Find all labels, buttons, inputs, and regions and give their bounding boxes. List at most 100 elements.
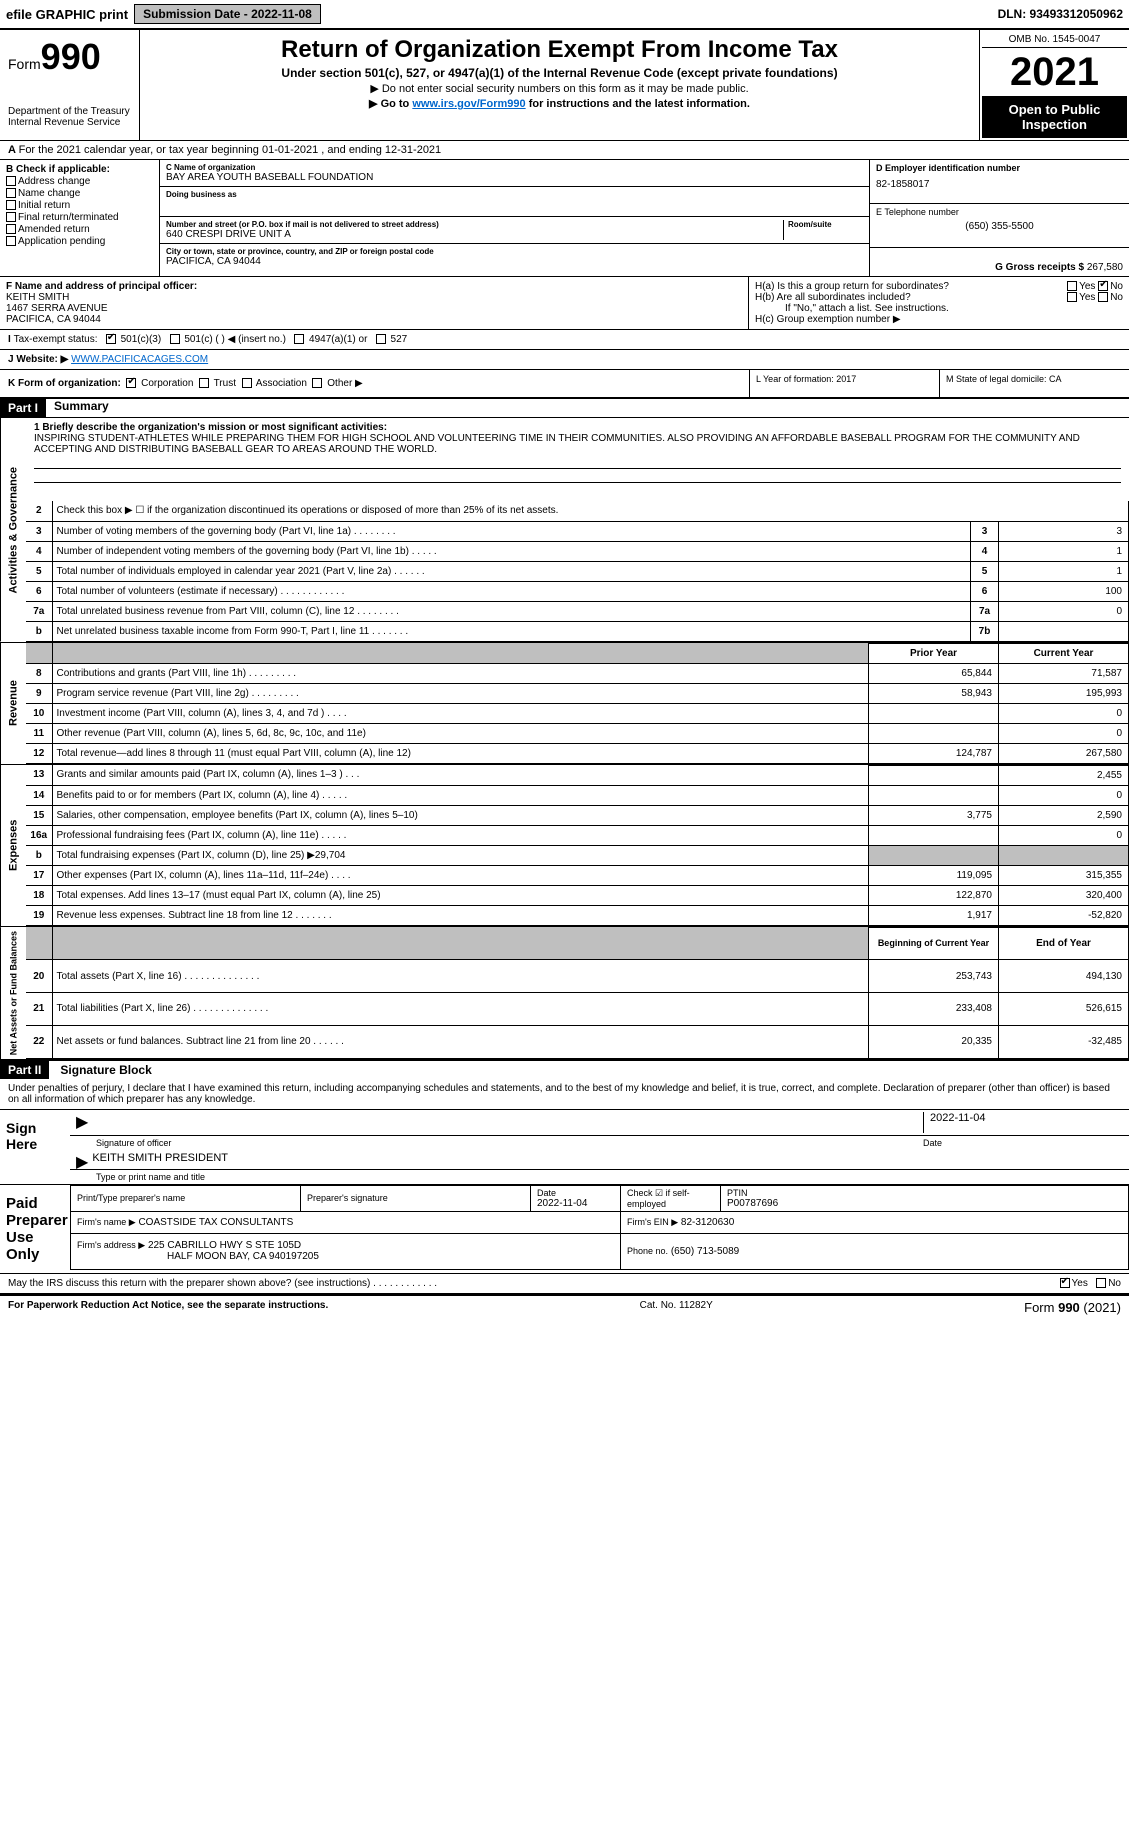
l12-desc: Total revenue—add lines 8 through 11 (mu… xyxy=(52,743,869,763)
sidetab-expenses: Expenses xyxy=(0,765,26,926)
l7a-val: 0 xyxy=(999,601,1129,621)
sig-labels-1: Signature of officer Date xyxy=(70,1136,1129,1150)
row-i-tax-status: I Tax-exempt status: 501(c)(3) 501(c) ( … xyxy=(0,330,1129,350)
line-16a: 16aProfessional fundraising fees (Part I… xyxy=(26,825,1129,845)
prep-row-1: Print/Type preparer's name Preparer's si… xyxy=(71,1185,1129,1211)
form-number: Form990 xyxy=(8,36,131,78)
chk-4947[interactable] xyxy=(294,334,304,344)
chk-trust[interactable] xyxy=(199,378,209,388)
blank-line-3 xyxy=(34,483,1121,497)
irs-label: Internal Revenue Service xyxy=(8,117,131,128)
h-group-return: H(a) Is this a group return for subordin… xyxy=(749,277,1129,329)
ag-content: 1 Briefly describe the organization's mi… xyxy=(26,418,1129,642)
part2-badge: Part II xyxy=(0,1061,49,1079)
chk-corp[interactable] xyxy=(126,378,136,388)
l2-desc: Check this box ▶ ☐ if the organization d… xyxy=(52,501,1129,521)
hb-note: If "No," attach a list. See instructions… xyxy=(755,303,1123,314)
l-year-formation: L Year of formation: 2017 xyxy=(749,370,939,397)
f-label: F Name and address of principal officer: xyxy=(6,281,742,292)
chk-501c3[interactable] xyxy=(106,334,116,344)
goto-pre: ▶ Go to xyxy=(369,98,412,110)
chk-527[interactable] xyxy=(376,334,386,344)
hb-label: H(b) Are all subordinates included? xyxy=(755,292,911,303)
prep-date-hdr: Date xyxy=(537,1188,614,1198)
line-20: 20Total assets (Part X, line 16) . . . .… xyxy=(26,960,1129,993)
sig-date: 2022-11-04 xyxy=(923,1112,1123,1133)
l13-py xyxy=(869,765,999,785)
l9-desc: Program service revenue (Part VIII, line… xyxy=(52,683,869,703)
chk-other[interactable] xyxy=(312,378,322,388)
irs-link[interactable]: www.irs.gov/Form990 xyxy=(412,98,525,110)
discuss-row: May the IRS discuss this return with the… xyxy=(0,1274,1129,1295)
gross-label: G Gross receipts $ xyxy=(995,262,1084,273)
line-6: 6Total number of volunteers (estimate if… xyxy=(26,581,1129,601)
chk-name-change[interactable]: Name change xyxy=(6,188,153,199)
omb-number: OMB No. 1545-0047 xyxy=(982,32,1127,48)
submission-date-button[interactable]: Submission Date - 2022-11-08 xyxy=(134,4,321,24)
part1-title: Summary xyxy=(46,399,109,417)
form-subtitle: Under section 501(c), 527, or 4947(a)(1)… xyxy=(150,66,969,80)
l13-desc: Grants and similar amounts paid (Part IX… xyxy=(52,765,869,785)
officer-name: KEITH SMITH xyxy=(6,292,742,303)
l4-desc: Number of independent voting members of … xyxy=(52,541,971,561)
chk-application-pending[interactable]: Application pending xyxy=(6,236,153,247)
l3-desc: Number of voting members of the governin… xyxy=(52,521,971,541)
perjury-declaration: Under penalties of perjury, I declare th… xyxy=(0,1079,1129,1110)
chk-501c[interactable] xyxy=(170,334,180,344)
l18-desc: Total expenses. Add lines 13–17 (must eq… xyxy=(52,885,869,905)
row-f-h: F Name and address of principal officer:… xyxy=(0,277,1129,330)
sidetab-activities: Activities & Governance xyxy=(0,418,26,642)
chk-address-change[interactable]: Address change xyxy=(6,176,153,187)
l14-desc: Benefits paid to or for members (Part IX… xyxy=(52,785,869,805)
discuss-yes-chk[interactable] xyxy=(1060,1278,1070,1288)
l8-cy: 71,587 xyxy=(999,663,1129,683)
org-name: BAY AREA YOUTH BASEBALL FOUNDATION xyxy=(166,172,863,183)
l16b-cy xyxy=(999,845,1129,865)
line-8: 8Contributions and grants (Part VIII, li… xyxy=(26,663,1129,683)
chk-initial-return[interactable]: Initial return xyxy=(6,200,153,211)
chk-assoc[interactable] xyxy=(242,378,252,388)
street-row: Number and street (or P.O. box if mail i… xyxy=(160,217,869,244)
sig-labels-2: Type or print name and title xyxy=(70,1170,1129,1184)
ptin-val: P00787696 xyxy=(727,1198,1122,1209)
website-link[interactable]: WWW.PACIFICACAGES.COM xyxy=(71,354,208,365)
mission-text: INSPIRING STUDENT-ATHLETES WHILE PREPARI… xyxy=(34,433,1121,455)
ha-row: H(a) Is this a group return for subordin… xyxy=(755,281,1123,292)
mission-section: 1 Briefly describe the organization's mi… xyxy=(26,418,1129,501)
l22-ey: -32,485 xyxy=(999,1025,1129,1058)
l3-val: 3 xyxy=(999,521,1129,541)
hb-yes-chk[interactable] xyxy=(1067,292,1077,302)
header-left: Form990 Department of the Treasury Inter… xyxy=(0,30,140,140)
dln-label: DLN: 93493312050962 xyxy=(998,7,1123,21)
ag-table: 2Check this box ▶ ☐ if the organization … xyxy=(26,501,1129,642)
chk-amended[interactable]: Amended return xyxy=(6,224,153,235)
year-headers: Prior YearCurrent Year xyxy=(26,643,1129,663)
l22-by: 20,335 xyxy=(869,1025,999,1058)
row-k-form-org: K Form of organization: Corporation Trus… xyxy=(0,370,1129,399)
discuss-text: May the IRS discuss this return with the… xyxy=(8,1278,1060,1289)
city-row: City or town, state or province, country… xyxy=(160,244,869,270)
prep-name-hdr: Print/Type preparer's name xyxy=(77,1193,294,1203)
l19-py: 1,917 xyxy=(869,905,999,925)
l9-cy: 195,993 xyxy=(999,683,1129,703)
efile-label: efile GRAPHIC print xyxy=(6,7,128,22)
chk-final-return[interactable]: Final return/terminated xyxy=(6,212,153,223)
line-13: 13Grants and similar amounts paid (Part … xyxy=(26,765,1129,785)
dept-treasury: Department of the Treasury xyxy=(8,106,131,117)
line-9: 9Program service revenue (Part VIII, lin… xyxy=(26,683,1129,703)
l4-val: 1 xyxy=(999,541,1129,561)
discuss-no-chk[interactable] xyxy=(1096,1278,1106,1288)
current-year-hdr: Current Year xyxy=(999,643,1129,663)
ha-no-chk[interactable] xyxy=(1098,281,1108,291)
l9-py: 58,943 xyxy=(869,683,999,703)
row-a-calendar-year: A For the 2021 calendar year, or tax yea… xyxy=(0,141,1129,160)
hb-no-chk[interactable] xyxy=(1098,292,1108,302)
ha-yes-chk[interactable] xyxy=(1067,281,1077,291)
preparer-table: Print/Type preparer's name Preparer's si… xyxy=(70,1185,1129,1270)
form-ref: Form 990 (2021) xyxy=(1024,1300,1121,1315)
col-b-checkboxes: B Check if applicable: Address change Na… xyxy=(0,160,160,276)
part2-title: Signature Block xyxy=(52,1063,151,1077)
mission-q: 1 Briefly describe the organization's mi… xyxy=(34,422,1121,433)
l7a-desc: Total unrelated business revenue from Pa… xyxy=(52,601,971,621)
line-17: 17Other expenses (Part IX, column (A), l… xyxy=(26,865,1129,885)
